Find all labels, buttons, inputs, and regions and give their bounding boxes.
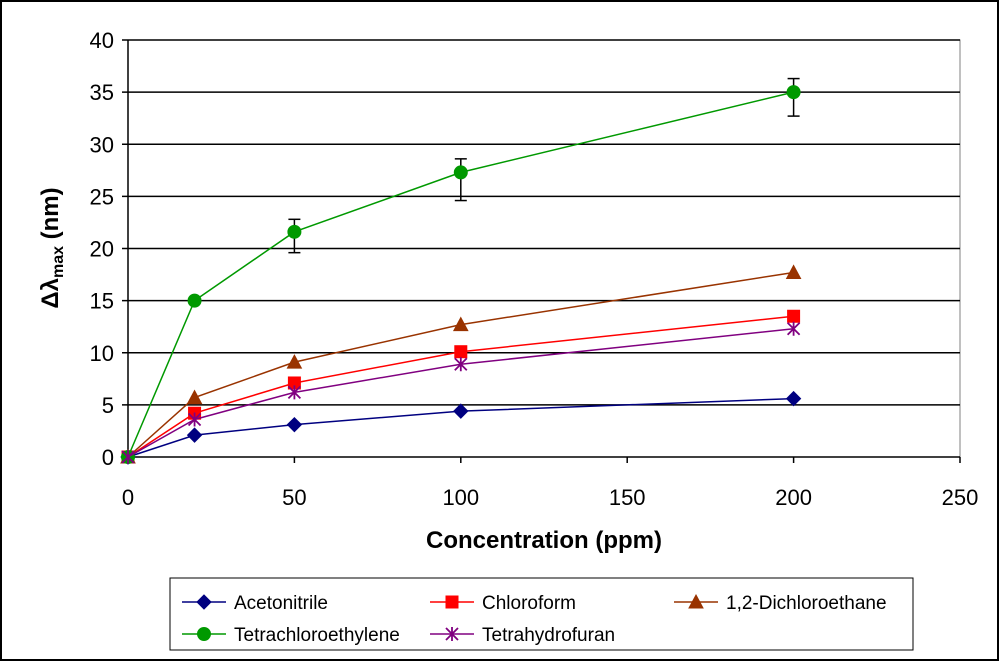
legend-item: Chloroform [430, 593, 576, 614]
series-chloroform [121, 309, 801, 464]
y-axis-title-main: Δλ [37, 278, 64, 309]
data-point [186, 389, 203, 405]
legend-marker [196, 594, 212, 610]
y-axis-title-unit: (nm) [37, 187, 64, 246]
y-tick-label: 25 [90, 184, 114, 209]
legend-marker [197, 627, 211, 641]
x-tick-label: 250 [942, 485, 979, 510]
legend-item: Acetonitrile [182, 593, 328, 614]
data-point [787, 309, 801, 323]
y-tick-label: 35 [90, 80, 114, 105]
data-point [454, 357, 468, 372]
y-tick-label: 5 [102, 393, 114, 418]
data-point [786, 321, 801, 336]
y-tick-label: 0 [102, 445, 114, 470]
legend-item: Tetrahydrofuran [430, 625, 615, 646]
legend-item: 1,2-Dichloroethane [674, 593, 887, 614]
legend-item: Tetrachloroethylene [182, 625, 400, 646]
y-tick-label: 30 [90, 132, 114, 157]
legend-marker [445, 595, 459, 609]
y-tick-label: 40 [90, 28, 114, 53]
y-axis-title: Δλmax (nm) [37, 187, 67, 308]
y-tick-label: 15 [90, 289, 114, 314]
y-tick-label: 10 [90, 341, 114, 366]
data-point [786, 85, 801, 100]
data-point [121, 450, 135, 464]
x-axis-title: Concentration (ppm) [426, 527, 662, 554]
legend-items: Acetonitrile Chloroform 1,2-Dichloroethane… [182, 593, 887, 646]
grid-layer [128, 39, 960, 406]
legend-label: 1,2-Dichloroethane [726, 593, 887, 614]
legend-marker [688, 593, 704, 609]
data-point [287, 385, 302, 400]
x-tick-label: 150 [609, 485, 646, 510]
data-point [186, 427, 203, 443]
y-tick-label: 20 [90, 237, 114, 262]
data-point [286, 354, 303, 369]
legend-label: Chloroform [482, 593, 576, 614]
data-point [453, 165, 468, 180]
data-point [453, 403, 469, 419]
legend-label: Tetrahydrofuran [482, 625, 615, 646]
legend-label: Tetrachloroethylene [234, 625, 400, 646]
data-point [187, 293, 202, 308]
legend-label: Acetonitrile [234, 593, 328, 614]
x-tick-label: 0 [122, 485, 134, 510]
data-point [187, 412, 202, 427]
data-point [454, 345, 468, 359]
x-tick-label: 200 [775, 485, 812, 510]
data-point [785, 390, 802, 407]
data-point [286, 416, 303, 433]
series-tetrahydrofuran [121, 321, 801, 464]
y-axis-title-subscript: max [50, 246, 67, 278]
data-point [287, 224, 302, 239]
data-point [452, 316, 469, 332]
legend [169, 577, 914, 651]
series-tetrachloroethylene [121, 77, 801, 464]
x-tick-label: 100 [442, 485, 479, 510]
series-layer [120, 77, 802, 465]
data-point [785, 264, 802, 279]
legend-marker [445, 627, 459, 641]
axes-layer: 0 5 10 15 20 25 30 35 40 0 50 100 150 200 250 [90, 28, 979, 510]
series-1-2-dichloroethane [120, 264, 802, 464]
x-tick-label: 50 [282, 485, 306, 510]
